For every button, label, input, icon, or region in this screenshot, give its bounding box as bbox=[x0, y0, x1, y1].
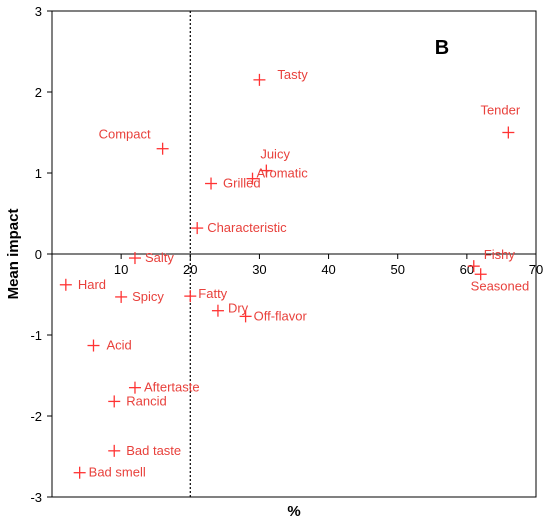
point-salty: Salty bbox=[128, 250, 174, 265]
point-tasty: Tasty bbox=[253, 67, 308, 86]
point-off-flavor: Off-flavor bbox=[239, 308, 308, 323]
point-fishy: Fishy bbox=[467, 247, 516, 273]
point-label: Bad smell bbox=[89, 465, 146, 480]
point-label: Salty bbox=[145, 250, 174, 265]
point-aftertaste: Aftertaste bbox=[128, 380, 200, 395]
point-label: Seasoned bbox=[471, 278, 530, 293]
point-dry: Dry bbox=[211, 301, 249, 317]
point-label: Dry bbox=[228, 301, 249, 316]
x-tick-label: 60 bbox=[460, 262, 474, 277]
x-tick-label: 10 bbox=[114, 262, 128, 277]
y-tick-label: 2 bbox=[35, 85, 42, 100]
point-label: Hard bbox=[78, 277, 106, 292]
y-tick-label: -1 bbox=[30, 328, 42, 343]
point-label: Compact bbox=[99, 127, 151, 142]
point-characteristic: Characteristic bbox=[191, 220, 287, 235]
point-label: Characteristic bbox=[207, 220, 287, 235]
x-tick-label: 20 bbox=[183, 262, 197, 277]
x-axis-title: % bbox=[287, 503, 300, 520]
x-tick-label: 50 bbox=[390, 262, 404, 277]
point-bad-taste: Bad taste bbox=[108, 443, 181, 458]
point-label: Bad taste bbox=[126, 443, 181, 458]
panel-label: B bbox=[435, 37, 449, 59]
point-spicy: Spicy bbox=[115, 289, 164, 304]
point-label: Aftertaste bbox=[144, 380, 200, 395]
point-fatty: Fatty bbox=[184, 286, 228, 303]
point-tender: Tender bbox=[480, 103, 521, 139]
point-label: Grilled bbox=[223, 176, 261, 191]
y-axis-title: Mean impact bbox=[5, 209, 22, 300]
point-juicy: Juicy bbox=[260, 147, 290, 177]
point-grilled: Grilled bbox=[205, 176, 261, 191]
point-label: Spicy bbox=[132, 289, 164, 304]
point-label: Aromatic bbox=[257, 166, 309, 181]
point-label: Rancid bbox=[126, 393, 166, 408]
point-rancid: Rancid bbox=[108, 393, 167, 408]
point-seasoned: Seasoned bbox=[471, 268, 530, 293]
x-tick-label: 30 bbox=[252, 262, 266, 277]
point-label: Fatty bbox=[198, 286, 227, 301]
y-tick-label: 1 bbox=[35, 166, 42, 181]
point-hard: Hard bbox=[59, 277, 106, 292]
point-label: Juicy bbox=[260, 147, 290, 162]
point-acid: Acid bbox=[87, 338, 132, 353]
point-label: Tender bbox=[480, 103, 520, 118]
y-tick-label: 3 bbox=[35, 4, 42, 19]
point-bad-smell: Bad smell bbox=[73, 465, 146, 480]
y-tick-label: -2 bbox=[30, 409, 42, 424]
point-label: Tasty bbox=[277, 67, 308, 82]
y-tick-label: -3 bbox=[30, 490, 42, 505]
x-tick-label: 40 bbox=[321, 262, 335, 277]
point-label: Fishy bbox=[484, 247, 516, 262]
x-tick-label: 70 bbox=[529, 262, 543, 277]
point-label: Off-flavor bbox=[254, 308, 308, 323]
point-compact: Compact bbox=[99, 127, 169, 155]
y-tick-label: 0 bbox=[35, 247, 42, 262]
point-label: Acid bbox=[106, 338, 131, 353]
point-aromatic: Aromatic bbox=[246, 166, 309, 185]
